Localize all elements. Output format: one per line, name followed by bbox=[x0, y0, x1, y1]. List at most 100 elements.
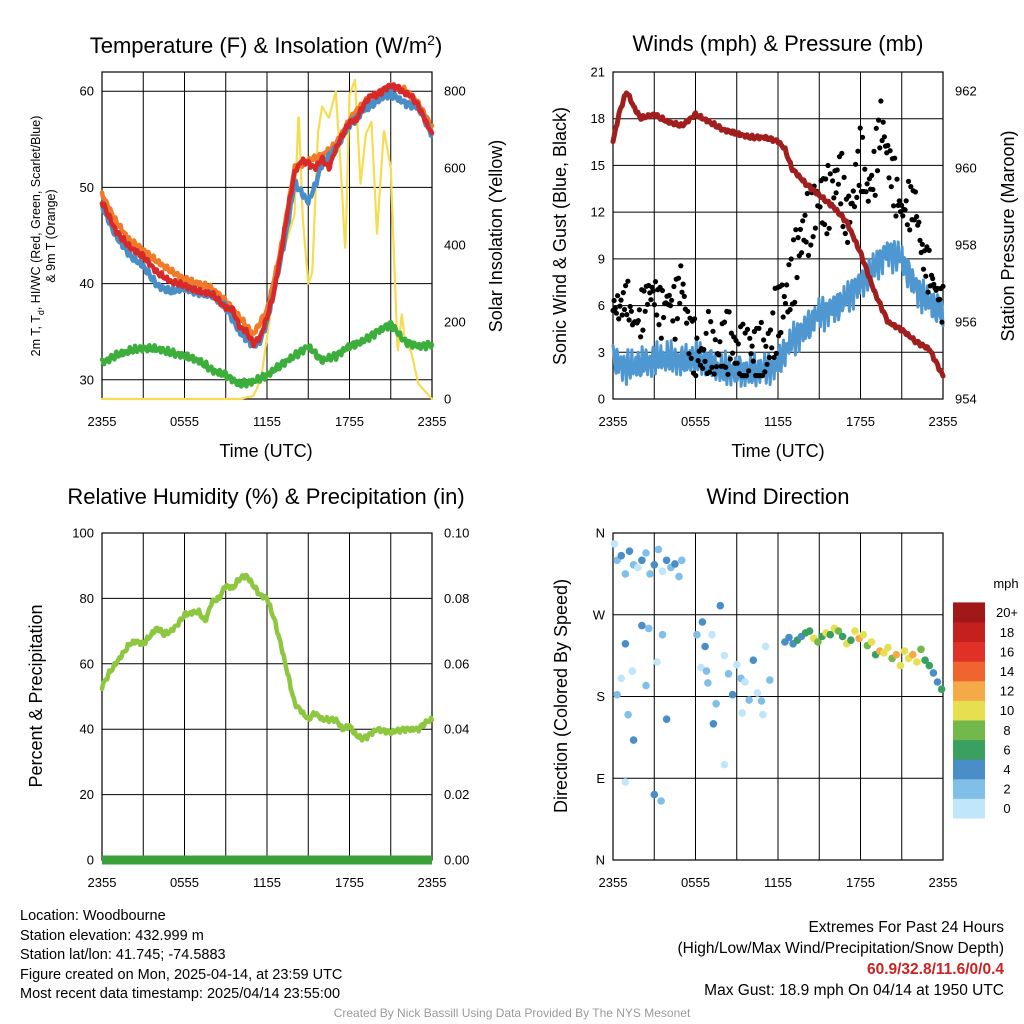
gridlines bbox=[613, 532, 943, 861]
winds-y2label: Station Pressure (Maroon) bbox=[998, 130, 1018, 341]
y-tick-label: 20 bbox=[80, 787, 94, 802]
gust-point bbox=[904, 222, 911, 228]
direction-point bbox=[702, 667, 711, 675]
direction-point bbox=[741, 678, 749, 686]
direction-point bbox=[834, 627, 843, 635]
extremes-subtitle: (High/Low/Max Wind/Precipitation/Snow De… bbox=[677, 940, 1005, 957]
gust-point bbox=[680, 281, 686, 287]
gust-point bbox=[671, 283, 677, 290]
gust-point bbox=[611, 297, 617, 304]
y2-tick-label: 0.04 bbox=[444, 722, 469, 737]
sonic-wind-line bbox=[611, 239, 945, 388]
gust-point bbox=[784, 282, 790, 288]
gust-point bbox=[885, 142, 891, 149]
gust-point bbox=[716, 352, 722, 358]
direction-point bbox=[638, 556, 646, 565]
x-tick-label: 2355 bbox=[929, 875, 958, 890]
direction-point bbox=[933, 678, 942, 686]
direction-point bbox=[749, 656, 758, 664]
legend-label: 20+ bbox=[996, 605, 1018, 620]
gust-point bbox=[877, 145, 883, 151]
y-tick-label: W bbox=[593, 607, 606, 622]
y-tick-label: 40 bbox=[80, 276, 94, 291]
y2-tick-label: 956 bbox=[955, 315, 977, 330]
humidity-plot-area: 2355 0555 1155 1755 2355 0 20 40 60 80 100 0.00 0.02… bbox=[72, 526, 469, 891]
gust-point bbox=[925, 289, 931, 295]
direction-point bbox=[653, 658, 661, 666]
direction-point bbox=[909, 650, 917, 659]
direction-point bbox=[761, 642, 770, 651]
y-tick-label: 80 bbox=[80, 591, 94, 606]
direction-point bbox=[642, 681, 650, 690]
gust-point bbox=[917, 237, 923, 243]
gust-point bbox=[850, 188, 856, 194]
direction-point bbox=[720, 760, 729, 769]
speed-legend: mph 0 2 4 6 8 10 12 14 16 18 20+ bbox=[953, 576, 1019, 819]
direction-point bbox=[654, 545, 663, 554]
gust-point bbox=[835, 181, 842, 187]
temperature-2m-line bbox=[99, 82, 435, 349]
gust-point bbox=[740, 321, 746, 327]
temperature-ylabel-line1: 2m T, Td, HI/WC (Red, Green, Scarlet/Blu… bbox=[29, 116, 46, 357]
wind-direction-points bbox=[610, 540, 946, 805]
relative-humidity-line bbox=[99, 572, 435, 743]
gust-point bbox=[773, 350, 779, 356]
gust-point bbox=[613, 310, 620, 316]
y2-tick-label: 400 bbox=[444, 238, 466, 253]
gust-point bbox=[669, 297, 675, 303]
gust-point bbox=[702, 358, 708, 364]
direction-point bbox=[621, 640, 630, 648]
gust-point bbox=[727, 356, 733, 362]
direction-point bbox=[709, 720, 718, 728]
legend-label: 18 bbox=[1000, 625, 1014, 640]
gust-point bbox=[846, 193, 852, 199]
gust-point bbox=[743, 373, 750, 379]
gust-point bbox=[892, 155, 898, 161]
gust-point bbox=[916, 219, 922, 225]
gust-point bbox=[900, 213, 906, 219]
gust-point bbox=[701, 346, 707, 353]
gust-point bbox=[658, 335, 664, 341]
direction-point bbox=[621, 778, 630, 786]
winds-plot-area: 2355 0555 1155 1755 2355 0 3 6 9 12 15 18 21 954 956 95… bbox=[591, 65, 977, 430]
location-text: Location: Woodbourne bbox=[20, 908, 166, 924]
humidity-ylabel: Percent & Precipitation bbox=[26, 604, 46, 787]
direction-point bbox=[728, 690, 737, 699]
gust-point bbox=[833, 190, 839, 196]
gust-point bbox=[853, 161, 859, 167]
gust-point bbox=[678, 263, 684, 269]
legend-label: 4 bbox=[1003, 762, 1010, 777]
gust-point bbox=[782, 300, 789, 307]
direction-point bbox=[693, 630, 701, 639]
gust-point bbox=[764, 361, 770, 367]
gust-point bbox=[824, 231, 830, 237]
y-tick-label: S bbox=[596, 689, 605, 704]
legend-label: 6 bbox=[1003, 742, 1010, 757]
gust-point bbox=[845, 239, 851, 245]
legend-swatch bbox=[953, 680, 985, 701]
gust-point bbox=[871, 148, 877, 154]
gust-point bbox=[878, 98, 884, 104]
gust-point bbox=[886, 175, 892, 181]
gust-point bbox=[748, 351, 754, 357]
direction-point bbox=[646, 570, 654, 578]
y-tick-label: 12 bbox=[591, 205, 605, 220]
gust-point bbox=[781, 293, 787, 300]
gust-point bbox=[823, 176, 829, 182]
direction-point bbox=[838, 632, 847, 641]
direction-point bbox=[937, 685, 946, 693]
gust-point bbox=[770, 310, 776, 316]
gust-point bbox=[841, 174, 847, 180]
dewpoint-line bbox=[99, 319, 435, 389]
wind-direction-panel: Wind Direction 2355 0555 1155 1755 2355 N E S W N… bbox=[551, 484, 1019, 890]
gust-point bbox=[912, 189, 919, 195]
direction-point bbox=[757, 697, 766, 705]
y-tick-label: 40 bbox=[80, 722, 94, 737]
station-pressure-line bbox=[610, 90, 946, 379]
x-tick-label: 1755 bbox=[335, 414, 364, 429]
direction-point bbox=[662, 715, 671, 723]
gust-point bbox=[926, 247, 932, 253]
gust-point bbox=[797, 226, 804, 232]
gust-point bbox=[761, 337, 767, 343]
gust-point bbox=[644, 301, 651, 307]
